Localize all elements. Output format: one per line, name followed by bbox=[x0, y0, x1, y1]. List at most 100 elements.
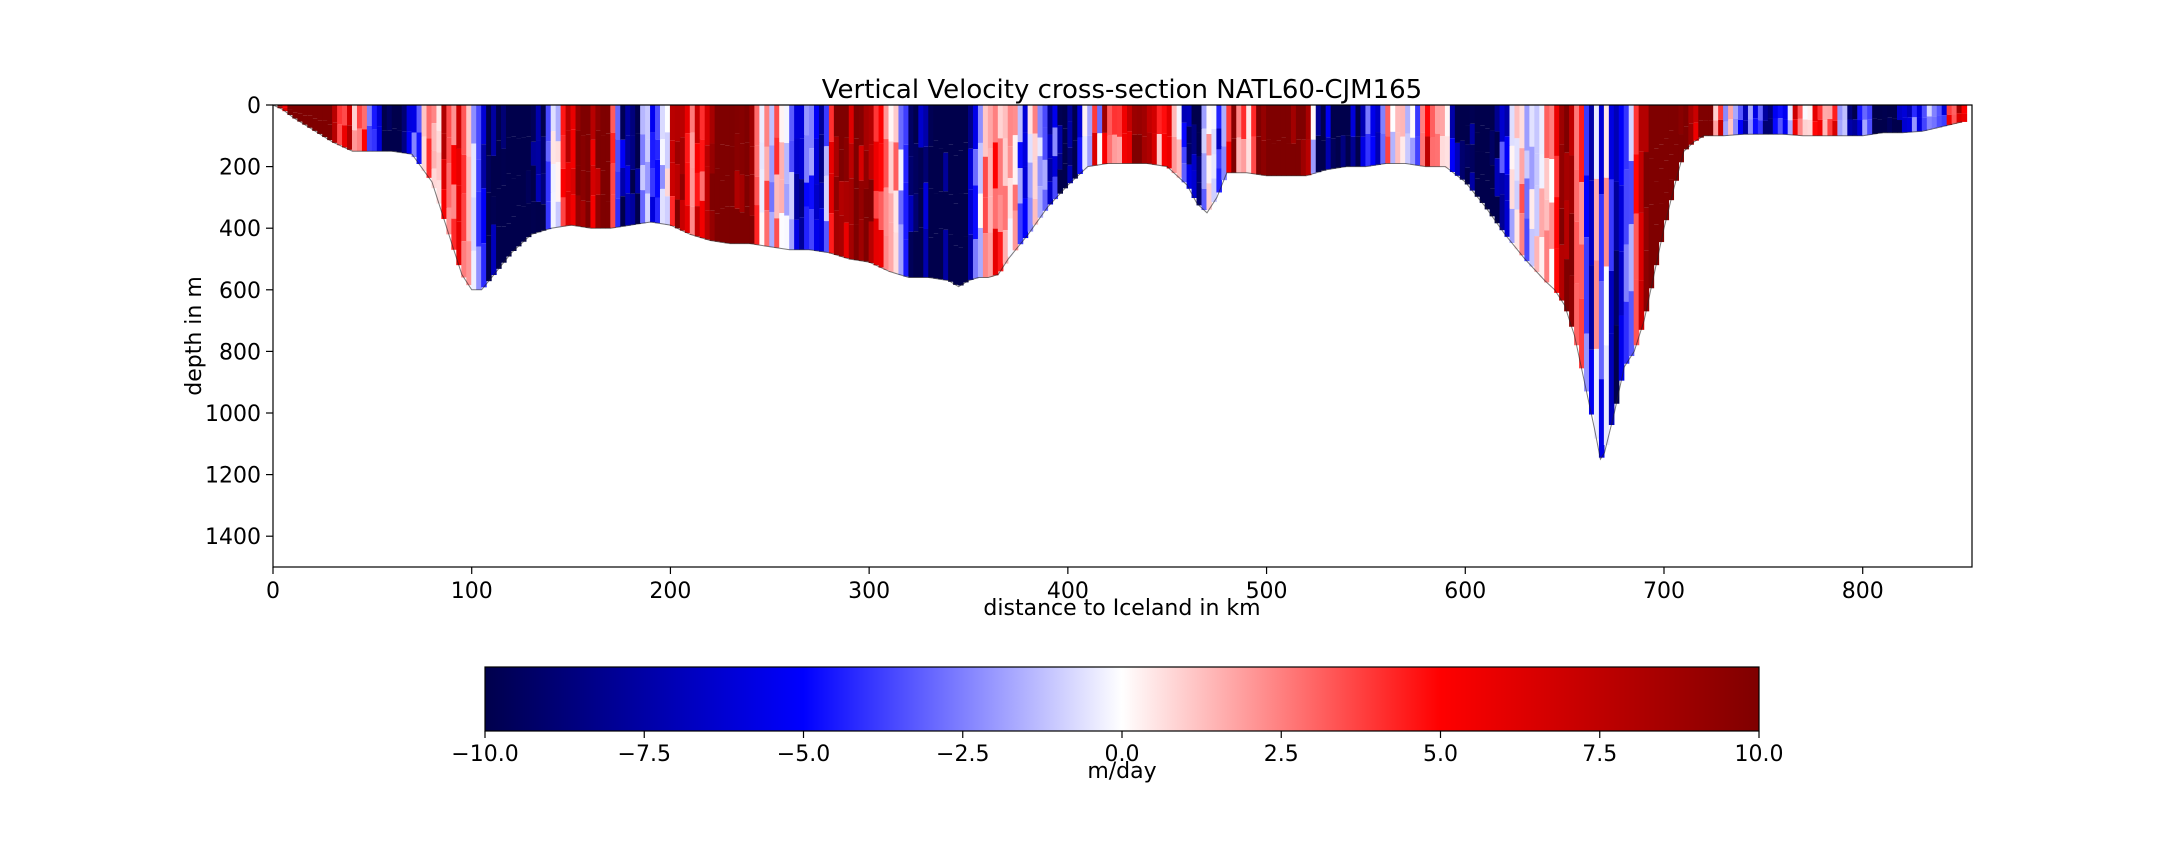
field-cell bbox=[958, 193, 964, 248]
field-cell bbox=[1882, 118, 1888, 133]
field-cell bbox=[1593, 260, 1600, 349]
field-cell bbox=[759, 142, 765, 170]
field-cell bbox=[868, 144, 875, 180]
field-cell bbox=[1360, 105, 1367, 137]
field-cell bbox=[1569, 213, 1575, 276]
field-cell bbox=[1703, 120, 1709, 136]
field-cell bbox=[719, 105, 726, 145]
field-cell bbox=[987, 196, 994, 233]
field-cell bbox=[1226, 105, 1232, 142]
field-cell bbox=[982, 156, 989, 198]
field-cell bbox=[1330, 105, 1337, 139]
field-cell bbox=[1896, 120, 1903, 133]
field-cell bbox=[679, 199, 686, 231]
field-cell bbox=[1196, 182, 1203, 206]
field-cell bbox=[1191, 105, 1198, 125]
field-cell bbox=[515, 175, 522, 206]
field-cell bbox=[1295, 105, 1302, 140]
field-cell bbox=[635, 133, 641, 169]
field-cell bbox=[828, 141, 835, 174]
field-cell bbox=[1504, 136, 1511, 175]
field-cell bbox=[714, 168, 721, 214]
field-cell bbox=[1663, 192, 1670, 221]
field-cell bbox=[520, 137, 527, 178]
field-cell bbox=[689, 132, 696, 168]
x-tick-label: 0 bbox=[266, 579, 280, 604]
field-cell bbox=[943, 191, 949, 230]
field-cell bbox=[953, 155, 959, 204]
field-cell bbox=[491, 196, 497, 225]
field-cell bbox=[620, 105, 626, 140]
field-cell bbox=[1911, 117, 1918, 132]
field-cell bbox=[1107, 105, 1113, 136]
field-cell bbox=[1241, 105, 1247, 140]
field-cell bbox=[1430, 137, 1436, 167]
field-cell bbox=[580, 170, 587, 201]
field-cell bbox=[729, 206, 736, 244]
field-cell bbox=[744, 206, 751, 244]
field-cell bbox=[645, 139, 651, 162]
field-cell bbox=[1956, 113, 1963, 123]
field-cell bbox=[491, 155, 497, 197]
field-cell bbox=[1757, 120, 1764, 135]
field-cell bbox=[501, 226, 507, 263]
field-cell bbox=[928, 105, 934, 147]
x-tick-label: 200 bbox=[649, 579, 691, 604]
field-cell bbox=[1906, 105, 1913, 118]
field-cell bbox=[1022, 198, 1029, 239]
field-cell bbox=[933, 105, 939, 141]
field-cell bbox=[754, 205, 760, 245]
field-cell bbox=[1365, 134, 1371, 167]
field-cell bbox=[828, 213, 835, 254]
field-cell bbox=[535, 105, 542, 141]
field-cell bbox=[1211, 154, 1217, 179]
field-cell bbox=[640, 105, 646, 135]
field-cell bbox=[1593, 105, 1600, 179]
field-cell bbox=[1613, 105, 1620, 182]
field-cell bbox=[416, 132, 423, 164]
field-cell bbox=[307, 115, 313, 128]
field-cell bbox=[1027, 133, 1034, 163]
field-cell bbox=[873, 218, 880, 266]
field-cell bbox=[655, 159, 661, 198]
field-cell bbox=[505, 173, 512, 224]
field-cell bbox=[739, 143, 746, 175]
field-cell bbox=[809, 175, 815, 210]
field-cell bbox=[1027, 197, 1034, 232]
field-cell bbox=[530, 105, 537, 142]
field-cell bbox=[823, 105, 830, 147]
field-cell bbox=[1266, 105, 1272, 140]
field-cell bbox=[1077, 137, 1083, 174]
field-cell bbox=[714, 135, 721, 169]
field-cell bbox=[1226, 141, 1232, 173]
field-cell bbox=[1916, 117, 1923, 132]
field-cell bbox=[1877, 119, 1883, 134]
field-cell bbox=[1186, 105, 1193, 127]
field-cell bbox=[1211, 178, 1217, 203]
field-cell bbox=[386, 130, 393, 152]
field-cell bbox=[1494, 131, 1501, 159]
field-cell bbox=[963, 193, 969, 237]
field-cell bbox=[1584, 175, 1590, 238]
field-cell bbox=[933, 193, 939, 234]
field-cell bbox=[530, 141, 537, 166]
field-cell bbox=[1584, 105, 1590, 176]
field-cell bbox=[669, 162, 676, 197]
field-cell bbox=[1643, 250, 1650, 312]
field-cell bbox=[689, 167, 696, 207]
field-cell bbox=[1410, 105, 1416, 138]
field-cell bbox=[908, 156, 914, 196]
field-cell bbox=[1037, 137, 1044, 157]
field-cell bbox=[1524, 105, 1530, 151]
x-tick-label: 100 bbox=[451, 579, 493, 604]
field-cell bbox=[560, 135, 567, 169]
field-cell bbox=[1663, 160, 1670, 193]
field-cell bbox=[759, 105, 765, 143]
field-cell bbox=[923, 182, 929, 229]
field-cell bbox=[794, 173, 800, 220]
field-cell bbox=[515, 205, 522, 247]
field-cell bbox=[471, 105, 477, 144]
field-cell bbox=[1037, 186, 1044, 218]
field-cell bbox=[1658, 144, 1665, 169]
field-cell bbox=[1057, 169, 1063, 194]
